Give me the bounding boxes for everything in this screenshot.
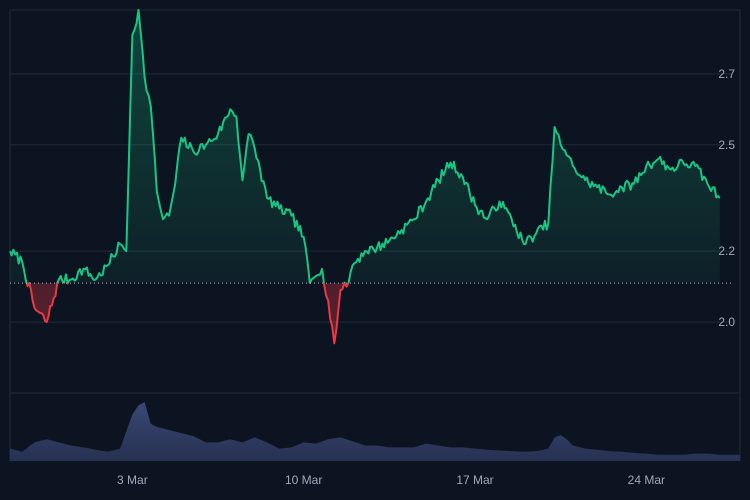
x-tick-label: 3 Mar [117, 473, 148, 487]
price-area-above-baseline [10, 10, 720, 284]
x-tick-label: 10 Mar [285, 473, 322, 487]
volume-area [10, 402, 740, 461]
x-tick-label: 24 Mar [628, 473, 665, 487]
volume-series [10, 402, 740, 461]
x-axis: 3 Mar 10 Mar 17 Mar 24 Mar [117, 473, 665, 487]
price-line-below-baseline [25, 283, 350, 345]
y-tick-label: 2.2 [718, 244, 735, 258]
y-tick-label: 2.5 [718, 138, 735, 152]
price-line-above-baseline [9, 9, 721, 284]
price-area-below-baseline [10, 283, 720, 344]
price-series [9, 9, 721, 345]
y-axis: 2.0 2.2 2.5 2.7 [718, 67, 735, 329]
y-tick-label: 2.7 [718, 67, 735, 81]
x-tick-label: 17 Mar [456, 473, 493, 487]
y-tick-label: 2.0 [718, 315, 735, 329]
